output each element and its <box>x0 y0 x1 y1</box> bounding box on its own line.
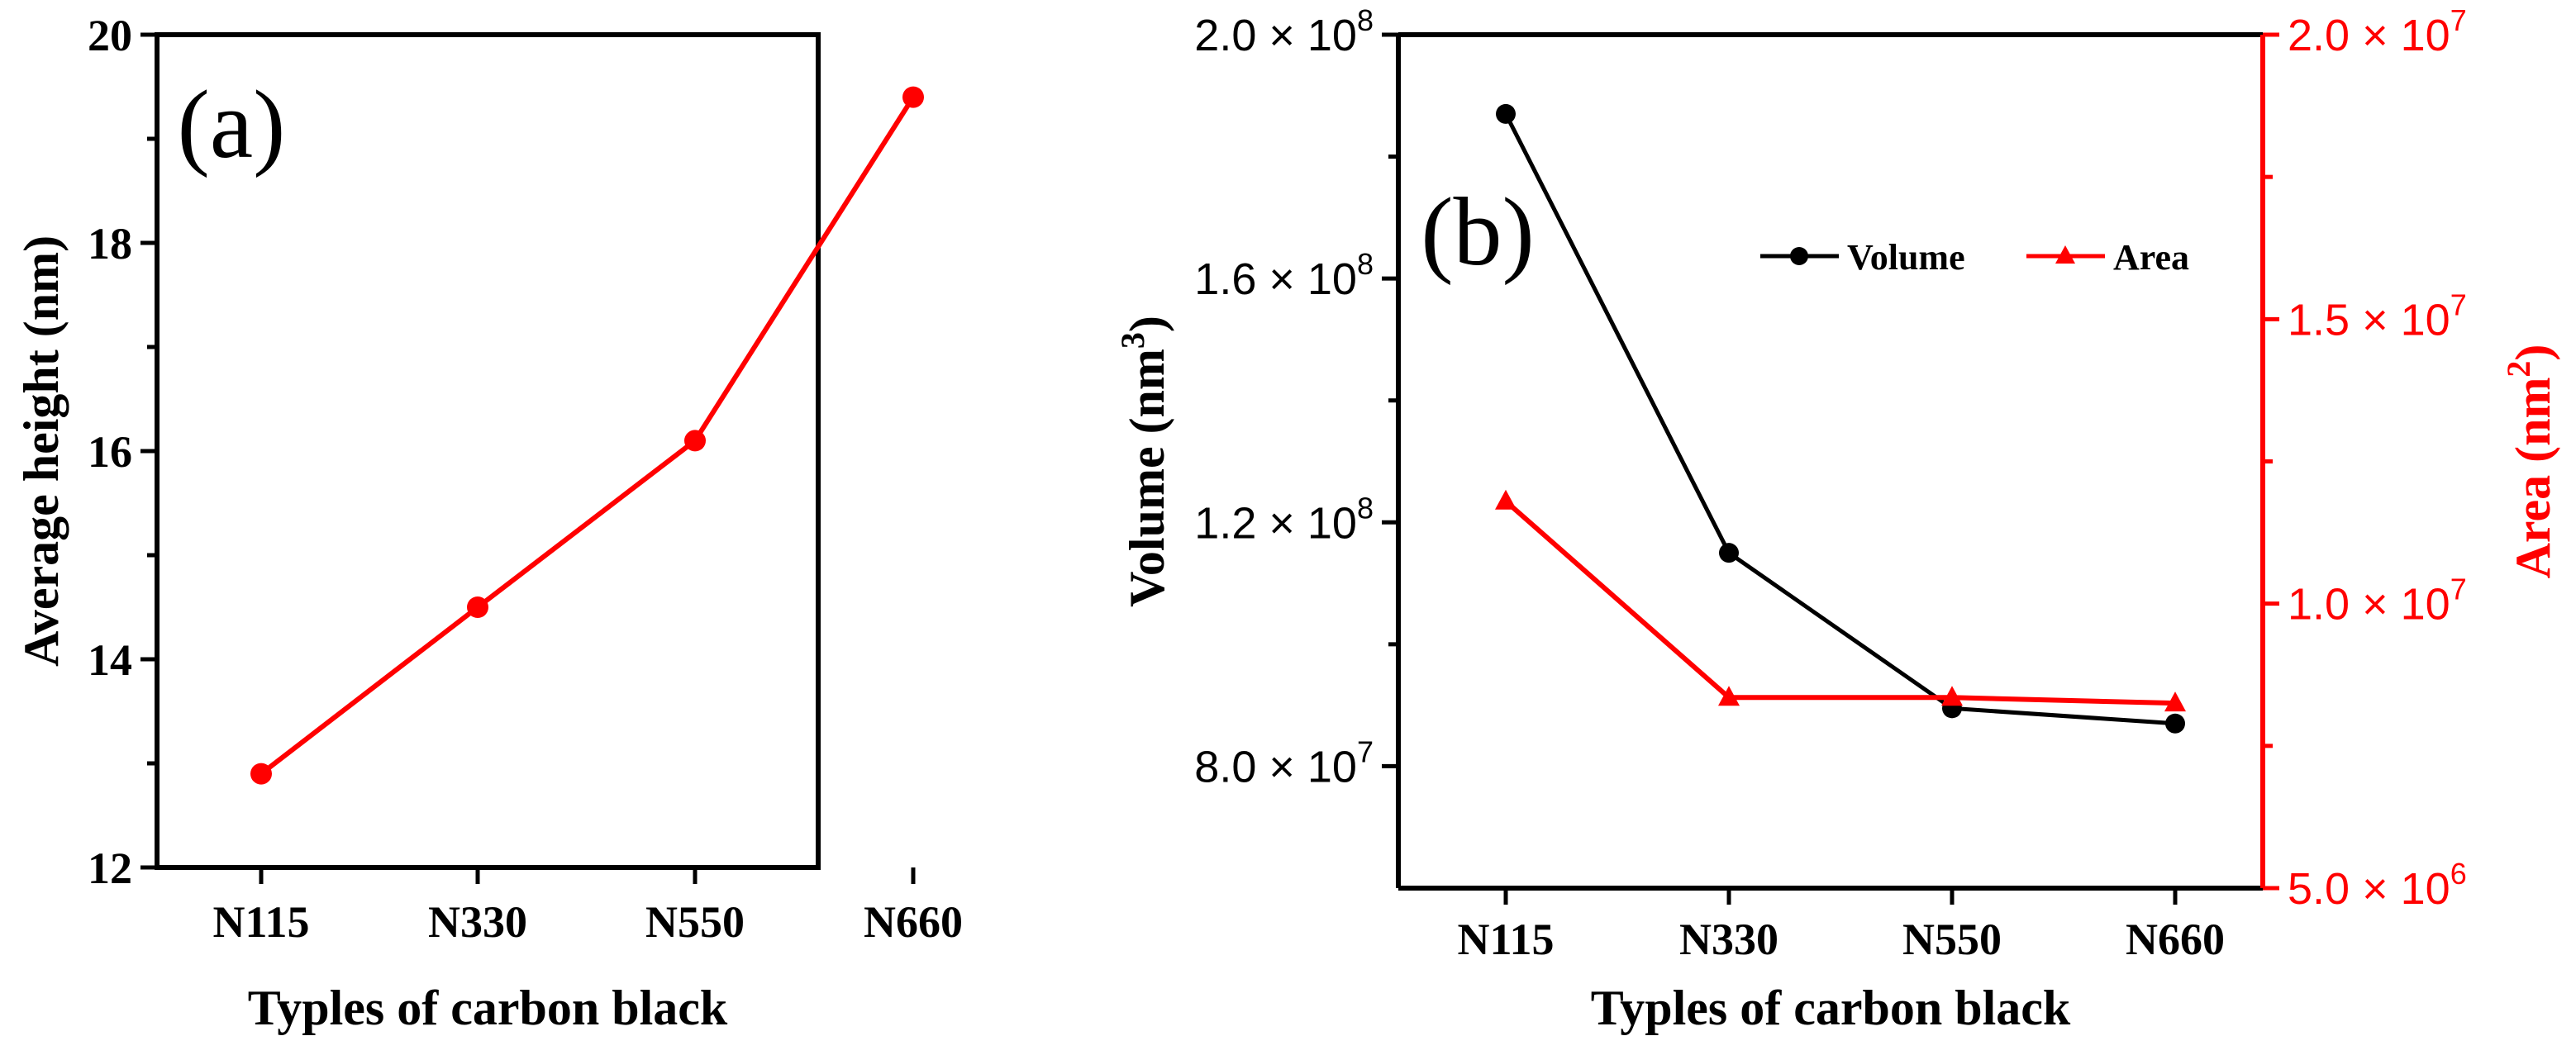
y2-tick-label-b: 1.0 × 107 <box>2288 573 2467 630</box>
y-tick-label-b: 8.0 × 107 <box>1194 734 1374 791</box>
y-tick-label-b: 2.0 × 108 <box>1194 3 1374 60</box>
data-point-average-height <box>250 763 272 785</box>
panel-label-b: (b) <box>1421 178 1535 286</box>
data-point-average-height <box>684 430 706 452</box>
y2-axis-title-b: Area (nm2) <box>2500 345 2560 579</box>
x-axis-title-b: Typles of carbon black <box>1591 981 2071 1035</box>
data-point-average-height <box>902 86 924 108</box>
data-point-volume <box>1496 103 1516 124</box>
x-tick-label-b: N550 <box>1902 915 2002 964</box>
legend-b: Volume Area <box>1760 237 2189 278</box>
data-point-area <box>1718 686 1740 706</box>
y-tick-label-a: 20 <box>88 11 132 60</box>
y-axis-title-a: Average height (nm) <box>14 235 69 667</box>
x-tick-label-a: N115 <box>212 897 309 947</box>
y-tick-label-a: 14 <box>88 635 132 685</box>
data-point-area <box>1495 489 1517 510</box>
x-tick-label-b: N115 <box>1457 915 1554 964</box>
y-tick-label-a: 18 <box>88 219 132 269</box>
legend-marker-area <box>2055 245 2075 264</box>
legend-label-area: Area <box>2113 237 2189 278</box>
x-tick-label-a: N330 <box>428 897 527 947</box>
series-line-average-height <box>260 95 916 776</box>
x-axis-title-a: Typles of carbon black <box>248 981 728 1035</box>
data-point-area <box>2164 691 2186 712</box>
y-axis-title-b: Volume (nm3) <box>1114 316 1174 607</box>
x-tick-label-a: N550 <box>645 897 745 947</box>
data-point-volume <box>2165 713 2185 734</box>
x-tick-label-a: N660 <box>864 897 963 947</box>
y-tick-label-a: 16 <box>88 427 132 477</box>
data-point-volume <box>1719 543 1739 563</box>
x-tick-label-b: N330 <box>1679 915 1778 964</box>
data-point-average-height <box>467 596 488 618</box>
legend-label-volume: Volume <box>1847 237 1965 278</box>
panel-label-a: (a) <box>178 70 286 178</box>
y-tick-label-b: 1.6 × 108 <box>1194 247 1374 304</box>
data-point-area <box>1941 686 1963 706</box>
y-tick-label-b: 1.2 × 108 <box>1194 491 1374 548</box>
series-line-volume <box>1503 112 2176 726</box>
y2-tick-label-b: 5.0 × 106 <box>2288 857 2467 914</box>
legend-marker-volume <box>1790 247 1808 265</box>
panel-b: 8.0 × 107 1.2 × 108 1.6 × 108 2.0 × 108 5.0 … <box>1114 3 2560 1035</box>
y2-tick-label-b: 1.5 × 107 <box>2288 288 2467 345</box>
y2-tick-label-b: 2.0 × 107 <box>2288 3 2467 60</box>
panel-a: 12 14 16 18 20 N115 N330 N550 N660 Typles of carb… <box>14 11 963 1035</box>
y-tick-label-a: 12 <box>88 844 132 893</box>
x-tick-label-b: N660 <box>2126 915 2225 964</box>
series-line-area <box>1504 499 2176 706</box>
